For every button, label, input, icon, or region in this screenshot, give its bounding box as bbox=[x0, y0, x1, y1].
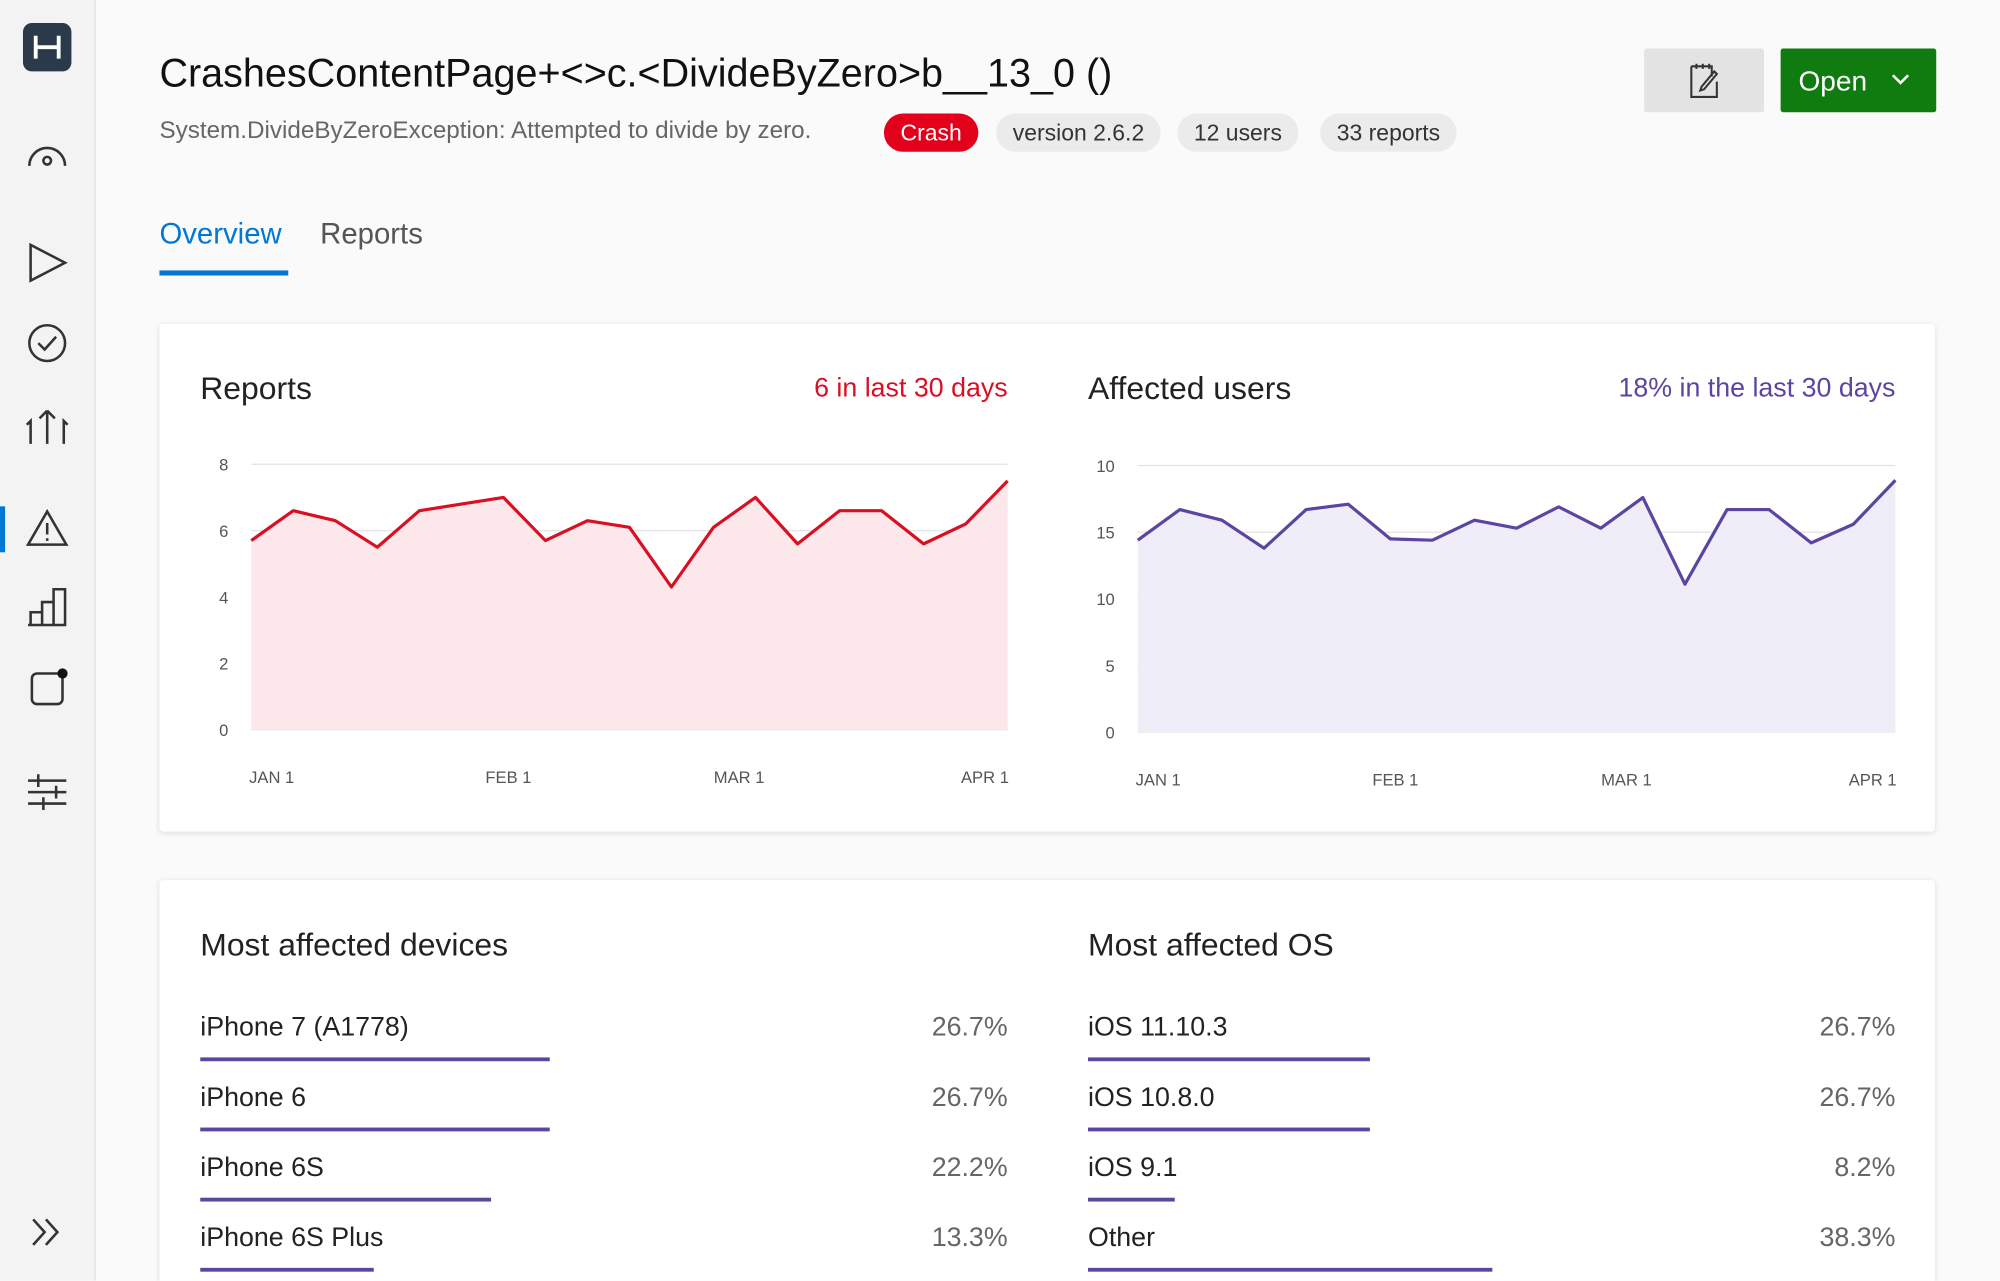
distribute-icon[interactable] bbox=[29, 242, 68, 283]
y-tick-label: 10 bbox=[1096, 457, 1114, 476]
badge: version 2.6.2 bbox=[996, 113, 1161, 152]
x-tick-label: MAR 1 bbox=[1601, 771, 1652, 790]
chart-note: 18% in the last 30 days bbox=[1618, 373, 1896, 404]
chevron bbox=[1891, 74, 1910, 85]
bar bbox=[200, 1127, 550, 1132]
x-tick-label: FEB 1 bbox=[485, 768, 531, 787]
build-icon[interactable] bbox=[25, 409, 69, 444]
row-value: 38.3% bbox=[1819, 1223, 1896, 1253]
edit-button[interactable] bbox=[1644, 48, 1765, 113]
sidebar bbox=[0, 0, 96, 1281]
chart-title: Reports bbox=[200, 371, 312, 407]
page-title: CrashesContentPage+<>c.<DivideByZero>b__… bbox=[159, 51, 1113, 96]
y-tick-label: 0 bbox=[219, 721, 228, 740]
line bbox=[1136, 479, 1897, 586]
area bbox=[1137, 480, 1896, 733]
list-title: Most affected OS bbox=[1088, 927, 1334, 964]
x-tick-label: APR 1 bbox=[961, 768, 1009, 787]
row-name: iOS 10.8.0 bbox=[1088, 1082, 1215, 1113]
row-value: 13.3% bbox=[931, 1223, 1008, 1253]
row-value: 8.2% bbox=[1834, 1153, 1896, 1183]
line bbox=[250, 479, 1009, 589]
bar bbox=[200, 1057, 550, 1062]
y-tick-label: 15 bbox=[1096, 524, 1114, 543]
chart-note: 6 in last 30 days bbox=[814, 373, 1008, 404]
y-tick-label: 10 bbox=[1096, 590, 1114, 609]
active-indicator bbox=[0, 506, 6, 553]
analytics-icon[interactable] bbox=[28, 588, 67, 627]
x-tick-label: JAN 1 bbox=[249, 768, 294, 787]
row-value: 26.7% bbox=[1819, 1012, 1896, 1043]
y-tick-label: 2 bbox=[219, 655, 228, 674]
row-name: iPhone 6S Plus bbox=[200, 1223, 384, 1253]
diagnostics-icon[interactable] bbox=[25, 508, 69, 546]
row-name: iPhone 6S bbox=[200, 1153, 324, 1183]
dashboard-icon[interactable] bbox=[28, 146, 67, 166]
row-value: 26.7% bbox=[1819, 1082, 1896, 1113]
badge: 12 users bbox=[1177, 113, 1299, 152]
tab-overview[interactable]: Overview bbox=[159, 216, 282, 250]
row-name: iPhone 7 (A1778) bbox=[200, 1012, 409, 1043]
row-name: Other bbox=[1088, 1223, 1156, 1253]
chart-title: Affected users bbox=[1088, 371, 1292, 407]
list-title: Most affected devices bbox=[200, 927, 509, 964]
test-icon[interactable] bbox=[28, 323, 67, 363]
y-tick-label: 4 bbox=[219, 588, 228, 607]
open-button[interactable]: Open bbox=[1780, 48, 1937, 113]
badge: 33 reports bbox=[1320, 113, 1457, 152]
tab-underline bbox=[159, 270, 289, 276]
row-value: 26.7% bbox=[931, 1012, 1008, 1043]
row-name: iOS 11.10.3 bbox=[1088, 1012, 1228, 1043]
row-value: 22.2% bbox=[931, 1153, 1008, 1183]
row-name: iPhone 6 bbox=[200, 1082, 307, 1113]
expand-icon[interactable] bbox=[32, 1218, 60, 1246]
bar bbox=[1088, 1197, 1175, 1202]
y-tick-label: 8 bbox=[219, 456, 228, 475]
bar bbox=[1088, 1057, 1370, 1062]
bar bbox=[1088, 1127, 1370, 1132]
badge: Crash bbox=[883, 113, 979, 152]
edit-icon bbox=[1690, 63, 1719, 98]
row-name: iOS 9.1 bbox=[1088, 1153, 1178, 1183]
sidebar-icons bbox=[0, 22, 72, 1246]
lists-card bbox=[159, 880, 1935, 1281]
y-tick-label: 6 bbox=[219, 522, 228, 541]
x-tick-label: APR 1 bbox=[1849, 771, 1897, 790]
push-icon[interactable] bbox=[30, 672, 64, 706]
subtitle: System.DivideByZeroException: Attempted … bbox=[159, 117, 812, 145]
tab-reports[interactable]: Reports bbox=[320, 216, 423, 250]
row-value: 26.7% bbox=[931, 1082, 1008, 1113]
area bbox=[251, 480, 1008, 730]
settings-icon[interactable] bbox=[28, 774, 67, 810]
x-tick-label: MAR 1 bbox=[714, 768, 765, 787]
bar bbox=[200, 1197, 491, 1202]
open-label: Open bbox=[1798, 65, 1868, 97]
y-tick-label: 0 bbox=[1106, 724, 1115, 743]
bar bbox=[200, 1267, 375, 1272]
x-tick-label: FEB 1 bbox=[1372, 771, 1418, 790]
bar bbox=[1088, 1267, 1493, 1272]
y-tick-label: 5 bbox=[1106, 657, 1115, 676]
x-tick-label: JAN 1 bbox=[1136, 771, 1181, 790]
